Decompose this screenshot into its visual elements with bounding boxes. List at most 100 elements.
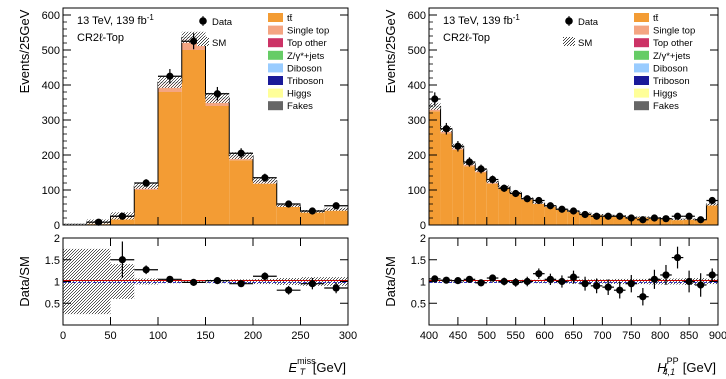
bar-tt--bin-2 (110, 217, 135, 225)
ratio-point (261, 272, 269, 280)
bar-tt--bin-3 (134, 190, 158, 225)
x-label-sup: PP (667, 356, 679, 366)
data-point (558, 205, 566, 213)
data-point (285, 200, 293, 208)
y-tick-label-top: 500 (408, 45, 426, 57)
ratio-point (118, 256, 126, 264)
legend-swatch-0 (634, 13, 649, 22)
lumi-exponent: -1 (147, 13, 155, 22)
legend-label-2: Top other (287, 38, 327, 49)
bar-tt--bin-8 (521, 199, 534, 225)
ratio-point (308, 280, 316, 288)
x-tick-label: 600 (535, 330, 553, 342)
legend-sm-swatch (197, 37, 209, 46)
data-point (523, 195, 531, 203)
legend-label-4: Diboson (653, 63, 688, 74)
legend-swatch-3 (268, 50, 283, 60)
data-point (465, 158, 474, 166)
x-label-sub: 4,1 (663, 367, 676, 377)
legend-swatch-2 (268, 38, 283, 48)
x-label-main: H (657, 360, 667, 375)
x-tick-label: 300 (339, 330, 357, 342)
ratio-sm-band-bin-9 (533, 279, 545, 284)
y-axis-label-top: Events/25GeV (17, 9, 32, 93)
y-tick-label-top: 500 (42, 45, 60, 57)
y-tick-label-top: 600 (408, 10, 426, 22)
bar-tt--bin-15 (602, 215, 614, 225)
panel-1: 0 100 200 300 400 500 600 400 450 500 550 600 650 700… (383, 7, 726, 377)
data-point (332, 202, 340, 210)
bar-tt--bin-0 (429, 111, 441, 225)
data-point (166, 72, 174, 80)
x-axis-label: HPP 4,1 [GeV] (657, 356, 716, 377)
bar-tt--bin-14 (590, 214, 603, 225)
energy-text: 13 TeV, 139 fb (443, 15, 513, 27)
y-tick-label-bottom: 1 (420, 277, 426, 289)
legend-data-label: Data (212, 17, 233, 28)
energy-lumi-label: 13 TeV, 139 fb-1 (77, 13, 154, 27)
legend-label-3: Z/γ*+jets (653, 51, 690, 62)
y-tick-label-top: 0 (420, 220, 426, 232)
legend-swatch-0 (268, 13, 283, 22)
data-point (95, 218, 103, 226)
ratio-point (523, 277, 531, 286)
y-tick-label-top: 400 (408, 80, 426, 92)
x-tick-label: 900 (709, 330, 726, 342)
ratio-sm-band-bin-16 (613, 278, 626, 285)
bar-tt--bin-24 (706, 205, 718, 225)
legend-label-5: Triboson (287, 76, 324, 87)
x-tick-label: 450 (449, 330, 467, 342)
ratio-sm-band-bin-0 (63, 248, 87, 315)
data-point (673, 212, 682, 220)
legend-swatch-4 (634, 63, 649, 73)
energy-lumi-label: 13 TeV, 139 fb-1 (443, 13, 520, 27)
legend-data-label: Data (578, 17, 599, 28)
ratio-sm-band-bin-11 (324, 277, 348, 286)
legend-label-0: tt̄ (287, 13, 293, 24)
x-tick-label: 250 (291, 330, 309, 342)
y-tick-label-bottom: 1.5 (45, 255, 60, 267)
bar-tt--bin-6 (498, 188, 510, 225)
y-tick-label-top: 300 (42, 115, 60, 127)
data-point (569, 207, 578, 215)
y-axis-label-top: Events/25GeV (383, 9, 398, 93)
legend-label-5: Triboson (653, 76, 690, 87)
ratio-point (662, 271, 670, 279)
data-point (118, 212, 126, 220)
legend-label-0: tt̄ (653, 13, 659, 24)
ratio-point (546, 275, 554, 283)
legend-swatch-6 (268, 88, 283, 98)
legend-label-7: Fakes (653, 101, 679, 112)
ratio-point (431, 275, 439, 283)
data-point (535, 196, 543, 205)
data-point (308, 207, 316, 215)
data-point (500, 184, 508, 192)
bar-tt--bin-9 (533, 204, 545, 225)
x-tick-label: 800 (651, 330, 669, 342)
ratio-point (535, 270, 543, 278)
x-tick-label: 550 (507, 330, 525, 342)
y-tick-label-top: 200 (408, 150, 426, 162)
ratio-point (697, 281, 705, 289)
panel-0: 0 100 200 300 400 500 600 0 50 100 150 200 250 300 13 … (17, 7, 357, 377)
y-tick-label-bottom: 2 (54, 233, 60, 245)
bar-tt--bin-3 (463, 166, 476, 225)
data-point (477, 165, 485, 173)
data-point (662, 215, 670, 223)
y-tick-label-bottom: 0.5 (411, 298, 426, 310)
ratio-point (213, 277, 221, 285)
data-point (650, 214, 659, 222)
bar-tt--bin-6 (205, 106, 230, 225)
x-tick-label: 400 (420, 330, 438, 342)
y-axis-label-bottom: Data/SM (17, 256, 32, 307)
data-point (512, 189, 520, 198)
ratio-point (569, 273, 578, 281)
ratio-sm-band-bin-18 (637, 278, 649, 285)
x-tick-label: 700 (593, 330, 611, 342)
y-tick-label-top: 300 (408, 115, 426, 127)
data-point (488, 175, 497, 184)
bar-tt--bin-5 (486, 183, 499, 225)
ratio-sm-band-bin-2 (110, 264, 135, 299)
data-point (190, 37, 198, 45)
data-point (581, 210, 589, 219)
